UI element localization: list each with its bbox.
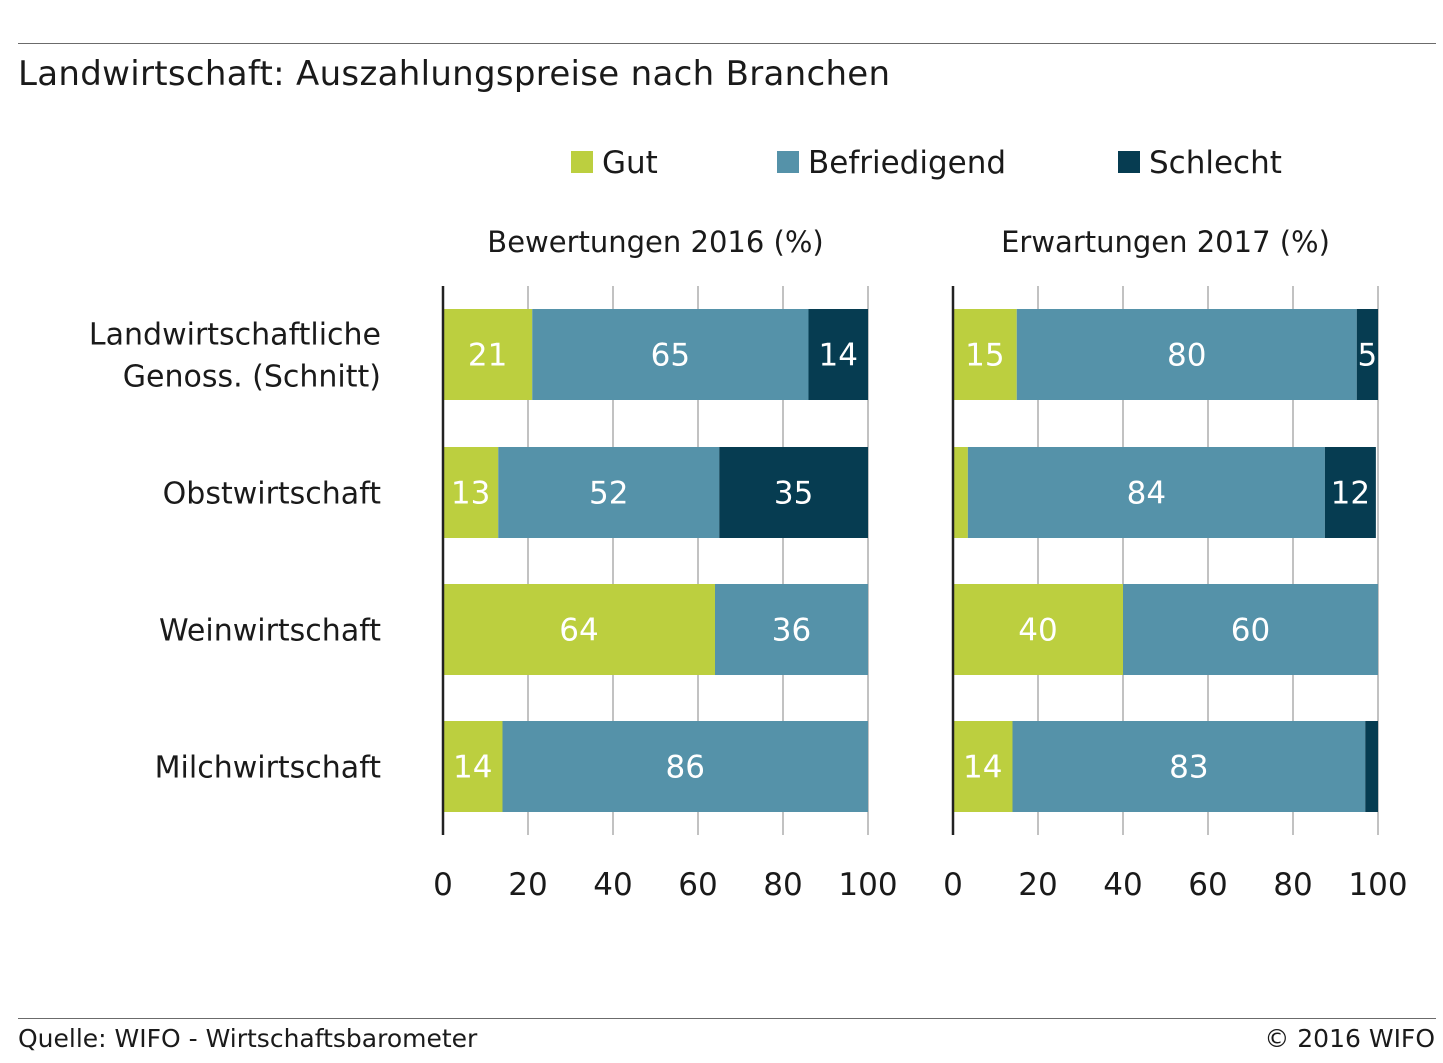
x-tick-label: 0: [943, 867, 963, 903]
data-label: 80: [1167, 338, 1206, 374]
data-label: 14: [963, 750, 1002, 786]
data-label: 64: [559, 613, 598, 649]
legend-item-befriedigend: Befriedigend: [777, 145, 1006, 181]
category-label: Weinwirtschaft: [159, 614, 381, 649]
data-label: 60: [1231, 613, 1270, 649]
panel-1: Bewertungen 2016 (%) 21 65 14 13 52 35 64 36 14 86…: [433, 225, 897, 903]
data-label: 14: [453, 750, 492, 786]
copyright-note: © 2016 WIFO: [1264, 1024, 1435, 1053]
legend-item-schlecht: Schlecht: [1118, 145, 1282, 181]
bar-schlecht: [808, 309, 868, 400]
chart-title: Landwirtschaft: Auszahlungspreise nach B…: [18, 54, 891, 94]
data-label: 86: [666, 750, 705, 786]
legend-swatch-befriedigend: [777, 151, 799, 173]
bar-gut: [953, 447, 968, 538]
data-label: 15: [965, 338, 1004, 374]
bar-schlecht: [1356, 309, 1378, 400]
bar-schlecht: [719, 447, 868, 538]
data-label: 12: [1331, 476, 1370, 512]
legend: Gut Befriedigend Schlecht: [571, 145, 1282, 181]
data-label: 35: [774, 476, 813, 512]
chart-panels: Bewertungen 2016 (%) 21 65 14 13 52 35 64 36 14 86…: [433, 225, 1407, 903]
legend-label-befriedigend: Befriedigend: [808, 145, 1006, 181]
legend-label-schlecht: Schlecht: [1149, 145, 1282, 181]
x-tick-label: 0: [433, 867, 453, 903]
bar-befriedigend: [1012, 721, 1366, 812]
category-label: Landwirtschaftliche Genoss. (Schnitt): [89, 318, 381, 395]
x-tick-label: 60: [1188, 867, 1227, 903]
bar-gut: [443, 447, 499, 538]
bar-befriedigend: [715, 584, 868, 675]
x-tick-label: 100: [1348, 867, 1407, 903]
x-tick-label: 80: [763, 867, 802, 903]
legend-label-gut: Gut: [602, 145, 658, 181]
panel-title: Bewertungen 2016 (%): [487, 225, 823, 259]
x-tick-label: 20: [1018, 867, 1057, 903]
x-tick-label: 40: [1103, 867, 1142, 903]
bar-gut: [953, 309, 1017, 400]
source-note: Quelle: WIFO - Wirtschaftsbarometer: [18, 1024, 478, 1053]
legend-swatch-schlecht: [1118, 151, 1140, 173]
category-label: Milchwirtschaft: [155, 751, 382, 786]
bar-befriedigend: [532, 309, 809, 400]
bar-befriedigend: [1123, 584, 1378, 675]
data-label: 21: [468, 338, 507, 374]
bar-gut: [443, 721, 503, 812]
bar-befriedigend: [1016, 309, 1357, 400]
bar-gut: [953, 721, 1013, 812]
x-tick-label: 40: [593, 867, 632, 903]
bar-gut: [443, 309, 533, 400]
data-label: 14: [819, 338, 858, 374]
data-label: 36: [772, 613, 811, 649]
category-label: Obstwirtschaft: [163, 477, 382, 512]
bar-gut: [443, 584, 715, 675]
x-tick-label: 80: [1273, 867, 1312, 903]
data-label: 13: [451, 476, 490, 512]
x-tick-label: 100: [838, 867, 897, 903]
bottom-rule: [18, 1018, 1436, 1019]
bar-schlecht: [1324, 447, 1376, 538]
bar-befriedigend: [502, 721, 868, 812]
x-tick-label: 60: [678, 867, 717, 903]
bar-schlecht: [1365, 721, 1378, 812]
data-label: 65: [651, 338, 690, 374]
bar-befriedigend: [498, 447, 720, 538]
data-label: 5: [1358, 338, 1378, 374]
panel-title: Erwartungen 2017 (%): [1001, 225, 1330, 259]
data-label: 40: [1018, 613, 1057, 649]
data-label: 52: [589, 476, 628, 512]
legend-swatch-gut: [571, 151, 593, 173]
x-tick-label: 20: [508, 867, 547, 903]
panel-2: Erwartungen 2017 (%) 15 80 5 84 12 40 60 14 83 0 20…: [943, 225, 1407, 903]
top-rule: [18, 43, 1436, 44]
data-label: 83: [1169, 750, 1208, 786]
bar-befriedigend: [967, 447, 1325, 538]
data-label: 84: [1127, 476, 1166, 512]
category-labels: Landwirtschaftliche Genoss. (Schnitt) Obst…: [89, 318, 381, 786]
legend-item-gut: Gut: [571, 145, 658, 181]
bar-gut: [953, 584, 1123, 675]
